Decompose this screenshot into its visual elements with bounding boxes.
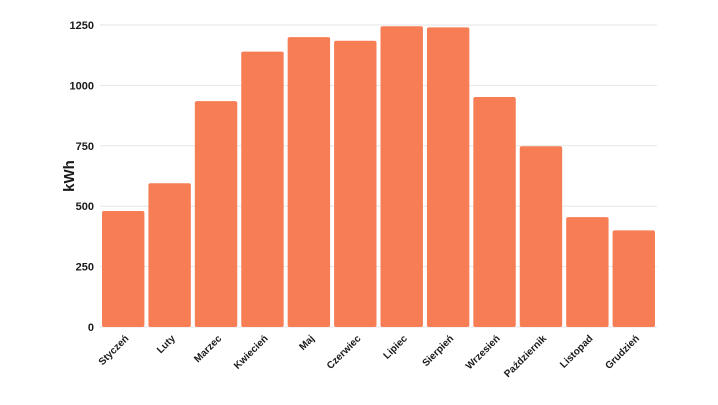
- bar: [148, 183, 191, 327]
- y-tick-label: 0: [88, 322, 94, 334]
- x-tick-label: Styczeń: [97, 333, 132, 368]
- bar: [473, 96, 516, 328]
- bar: [519, 146, 563, 327]
- x-tick-label: Kwiecień: [232, 333, 270, 371]
- x-tick-label: Listopad: [558, 333, 595, 370]
- bar: [102, 211, 145, 327]
- x-tick-label: Maj: [297, 333, 317, 353]
- x-tick-label: Lipiec: [382, 333, 411, 362]
- bar: [194, 101, 238, 327]
- bar: [566, 217, 609, 327]
- gridlines: [100, 24, 657, 328]
- bar: [380, 26, 423, 327]
- y-tick-label: 1250: [70, 20, 94, 32]
- y-tick-label: 250: [76, 262, 94, 274]
- x-tick-label: Październik: [502, 333, 549, 380]
- y-tick-label: 750: [76, 141, 94, 153]
- bars: [102, 26, 655, 328]
- x-tick-label: Marzec: [192, 333, 224, 365]
- x-tick-label: Czerwiec: [325, 333, 364, 372]
- bar: [426, 27, 470, 327]
- x-axis-ticks: Styczeń Luty Marzec Kwiecień Maj Czerwiec Lipi…: [97, 333, 642, 380]
- bar: [334, 40, 377, 327]
- x-tick-label: Luty: [155, 333, 178, 356]
- y-tick-label: 1000: [70, 80, 94, 92]
- bar: [612, 230, 655, 327]
- y-axis-ticks: 0 250 500 750 1000 1250: [70, 20, 94, 334]
- y-tick-label: 500: [76, 201, 94, 213]
- x-tick-label: Wrzesień: [464, 333, 503, 372]
- x-tick-label: Grudzień: [603, 333, 641, 371]
- bar: [287, 37, 331, 328]
- y-axis-title: kWh: [61, 160, 78, 192]
- bar: [241, 51, 284, 328]
- x-tick-label: Sierpień: [421, 333, 457, 369]
